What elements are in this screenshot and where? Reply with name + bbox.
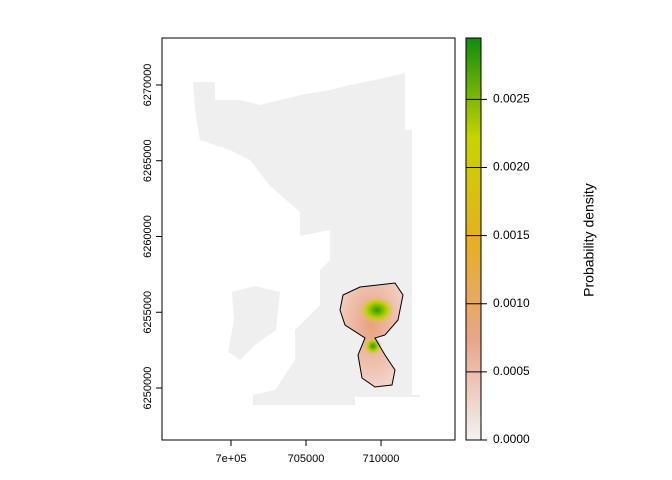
x-tick-label: 7e+05 [216, 453, 247, 465]
y-tick-label: 6265000 [142, 139, 154, 182]
density-surface [339, 282, 404, 388]
y-tick-label: 6255000 [142, 291, 154, 334]
legend-tick-label: 0.0005 [493, 364, 530, 378]
legend-tick-label: 0.0010 [493, 296, 530, 310]
study-area [193, 73, 420, 405]
legend-tick-label: 0.0025 [493, 91, 530, 105]
legend-tick-label: 0.0015 [493, 228, 530, 242]
legend-tick-label: 0.0000 [493, 432, 530, 446]
x-tick-label: 705000 [288, 453, 325, 465]
x-tick-label: 710000 [363, 453, 400, 465]
y-tick-label: 6260000 [142, 215, 154, 258]
y-tick-label: 6250000 [142, 367, 154, 410]
legend-title: Probability density [581, 183, 597, 297]
legend-tick-label: 0.0020 [493, 160, 530, 174]
y-tick-label: 6270000 [142, 64, 154, 107]
color-bar [465, 37, 482, 441]
